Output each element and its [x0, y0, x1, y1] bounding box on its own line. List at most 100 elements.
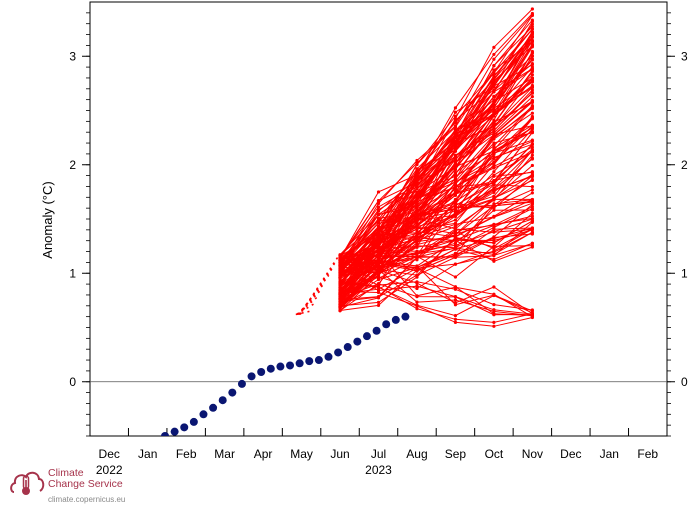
forecast-point [530, 35, 534, 39]
forecast-member-line [339, 257, 533, 312]
observed-point [228, 388, 237, 397]
forecast-point [453, 170, 458, 175]
forecast-point [492, 113, 496, 117]
logo-title-line2: Change Service [48, 478, 123, 490]
forecast-point [376, 199, 381, 203]
thermometer-cloud-icon [10, 471, 45, 495]
forecast-member-line [339, 280, 533, 323]
forecast-point [453, 298, 458, 302]
forecast-point [492, 285, 496, 289]
forecast-point [338, 279, 342, 283]
forecast-point [376, 236, 381, 241]
forecast-point [376, 246, 381, 250]
observed-point [218, 396, 227, 405]
forecast-point [492, 105, 496, 110]
forecast-point [415, 286, 419, 291]
observed-point [314, 356, 323, 365]
forecast-point [376, 271, 381, 275]
forecast-point [376, 213, 381, 217]
forecast-point [530, 232, 534, 236]
forecast-point [530, 91, 534, 95]
forecast-point [492, 149, 496, 153]
observed-point [295, 359, 304, 368]
observed-point [237, 379, 246, 388]
forecast-point [453, 149, 458, 153]
forecast-member-line [339, 192, 533, 274]
observed-point [343, 343, 352, 352]
forecast-point [415, 233, 419, 237]
forecast-point [530, 54, 534, 58]
forecast-point [453, 235, 458, 239]
forecast-point [530, 111, 534, 115]
forecast-member-line [339, 243, 533, 295]
forecast-point [415, 170, 419, 174]
forecast-member-line [339, 71, 533, 289]
forecast-point [492, 129, 496, 133]
observed-point [401, 312, 410, 321]
y-tick-label-left: 0 [69, 375, 76, 389]
tick-marks [82, 12, 675, 437]
forecast-point [338, 265, 342, 269]
forecast-point [492, 182, 496, 186]
forecast-point [492, 179, 496, 183]
forecast-point [453, 218, 458, 222]
forecast-point [492, 259, 496, 263]
forecast-point [492, 141, 496, 145]
forecast-point [492, 197, 496, 201]
forecast-point [415, 187, 419, 191]
y-tick-label-right: 0 [681, 375, 688, 389]
forecast-point [530, 153, 534, 157]
forecast-point [492, 71, 496, 75]
forecast-point [492, 190, 496, 194]
forecast-point [453, 317, 458, 321]
forecast-point [492, 80, 496, 84]
forecast-point [530, 245, 534, 249]
x-month-label: May [290, 447, 313, 461]
forecast-point [338, 283, 342, 287]
forecast-point [530, 13, 534, 17]
forecast-point [415, 245, 419, 249]
forecast-point [492, 108, 496, 113]
forecast-point [492, 227, 496, 231]
forecast-point [415, 213, 419, 217]
forecast-point [530, 226, 534, 230]
forecast-member-line [339, 31, 533, 308]
forecast-point [530, 156, 534, 160]
forecast-point [338, 289, 342, 293]
forecast-point [376, 239, 381, 243]
forecast-point [492, 247, 496, 251]
forecast-point [415, 158, 419, 163]
y-tick-label-left: 1 [69, 266, 76, 280]
forecast-point [492, 102, 496, 107]
forecast-member-line [339, 116, 533, 305]
forecast-point [415, 190, 419, 195]
forecast-point [453, 153, 458, 157]
forecast-point [376, 295, 381, 299]
forecast-point [492, 84, 496, 88]
y-tick-label-left: 2 [69, 158, 76, 172]
forecast-point [492, 214, 496, 218]
forecast-point [492, 186, 496, 190]
forecast-point [492, 309, 496, 313]
observed-point [324, 352, 333, 361]
forecast-point [453, 211, 458, 215]
y-axis-title: Anomaly (°C) [40, 181, 55, 258]
forecast-point [338, 295, 342, 299]
forecast-point [453, 180, 458, 184]
forecast-point [338, 286, 342, 290]
forecast-point [530, 149, 534, 153]
logo-title-line1: Climate [48, 467, 84, 479]
forecast-point [453, 185, 458, 189]
forecast-point [415, 238, 419, 243]
observed-point [334, 348, 343, 357]
forecast-point [492, 152, 496, 156]
forecast-point [338, 274, 342, 278]
forecast-point [530, 30, 534, 34]
forecast-point [453, 158, 458, 163]
forecast-point [415, 303, 419, 307]
forecast-point [530, 84, 534, 89]
forecast-point [376, 209, 381, 213]
forecast-point [453, 253, 458, 257]
forecast-member-line [339, 149, 533, 264]
forecast-point [492, 250, 496, 254]
